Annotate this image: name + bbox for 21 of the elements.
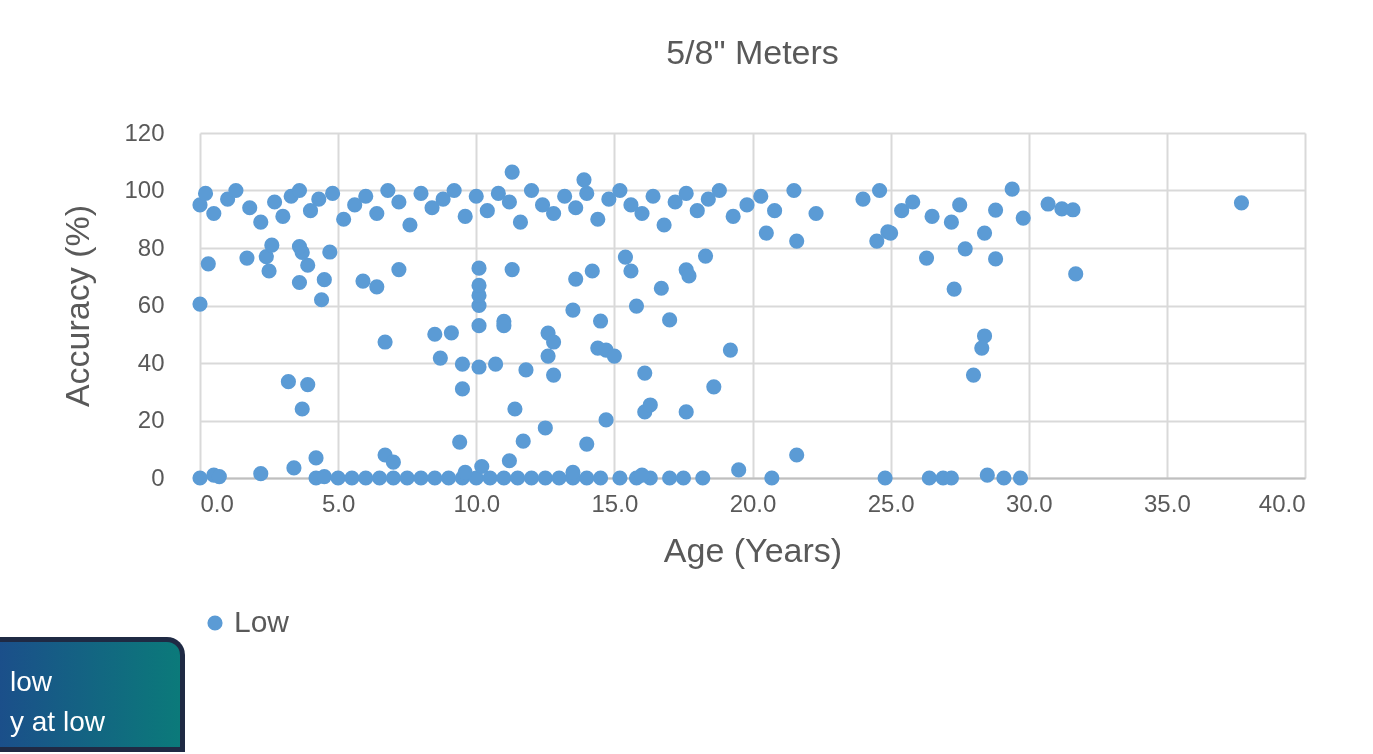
x-axis-title: Age (Years) [663,530,843,569]
x-tick-label: 5.0 [321,489,356,517]
x-tick-label: 10.0 [453,489,501,517]
x-tick-label: 0.0 [200,489,234,517]
x-tick-label: 25.0 [867,489,915,517]
y-tick-label: 60 [137,291,165,318]
y-tick-label: 100 [124,176,165,203]
chart-title: 5/8" Meters [666,33,839,71]
x-tick-label: 35.0 [1144,489,1191,517]
y-tick-label: 120 [124,118,165,146]
y-tick-label: 20 [137,406,165,433]
y-tick-label: 40 [137,348,165,376]
x-tick-label: 40.0 [1258,489,1306,517]
y-tick-label: 0 [151,463,165,491]
x-tick-label: 20.0 [729,489,777,517]
legend-label: Low [234,605,290,638]
y-axis-title: Accuracy (%) [58,204,97,408]
y-tick-label: 80 [137,233,165,261]
x-tick-label: 30.0 [1005,489,1053,517]
x-tick-label: 15.0 [591,489,639,517]
text-box: low y at low [0,637,185,752]
